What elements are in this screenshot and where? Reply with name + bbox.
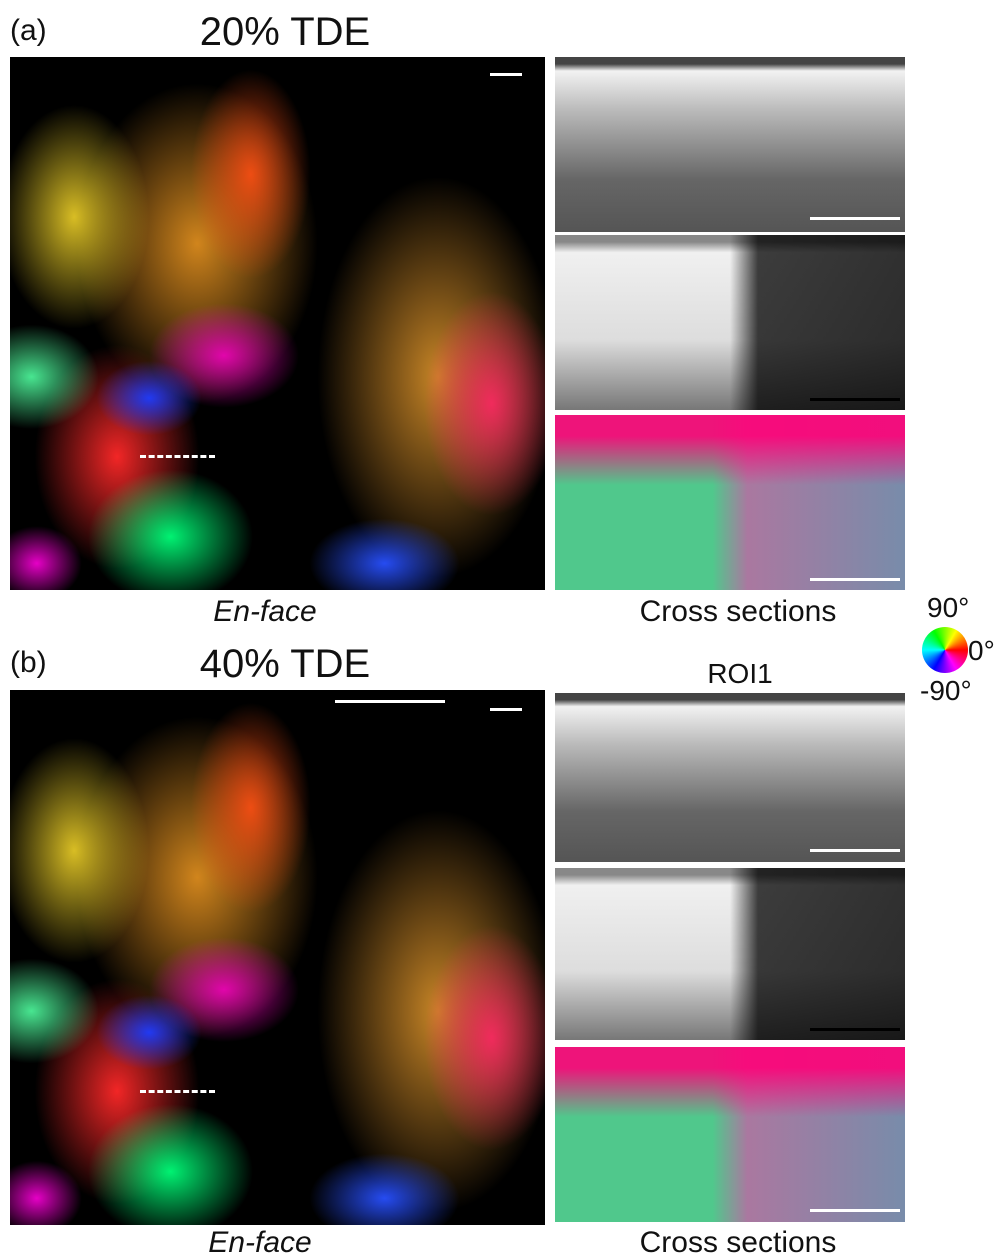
wheel-right-label: 0° bbox=[968, 637, 995, 665]
figure: (a) 20% TDE En-face Cross sections 90° 0… bbox=[0, 0, 1005, 1258]
en-face-caption: En-face bbox=[213, 597, 316, 627]
cross-section-retardance bbox=[555, 868, 905, 1040]
scale-bar bbox=[810, 1028, 900, 1031]
scale-bar bbox=[810, 398, 900, 401]
scale-bar bbox=[335, 700, 445, 703]
cross-section-intensity bbox=[555, 57, 905, 232]
scale-bar bbox=[810, 578, 900, 581]
cross-caption: Cross sections bbox=[640, 597, 837, 627]
en-face-image bbox=[10, 57, 545, 590]
roi-label: ROI1 bbox=[707, 660, 772, 688]
panel-title: 20% TDE bbox=[200, 12, 370, 52]
panel-label: (a) bbox=[10, 16, 47, 46]
roi-line bbox=[140, 1090, 215, 1093]
scale-bar bbox=[490, 73, 522, 76]
scale-bar bbox=[810, 849, 900, 852]
wheel-bottom-label: -90° bbox=[920, 677, 972, 705]
cross-section-orientation bbox=[555, 415, 905, 590]
roi-line bbox=[140, 455, 215, 458]
cross-section-retardance bbox=[555, 235, 905, 410]
scale-bar bbox=[810, 1209, 900, 1212]
scale-bar bbox=[490, 708, 522, 711]
panel-title: 40% TDE bbox=[200, 644, 370, 684]
cross-section-orientation bbox=[555, 1047, 905, 1222]
cross-caption: Cross sections bbox=[640, 1228, 837, 1258]
en-face-caption: En-face bbox=[208, 1228, 311, 1258]
en-face-image bbox=[10, 690, 545, 1225]
cross-section-intensity bbox=[555, 693, 905, 862]
panel-label: (b) bbox=[10, 648, 47, 678]
color-wheel bbox=[922, 627, 968, 673]
wheel-top-label: 90° bbox=[927, 594, 969, 622]
scale-bar bbox=[810, 217, 900, 220]
